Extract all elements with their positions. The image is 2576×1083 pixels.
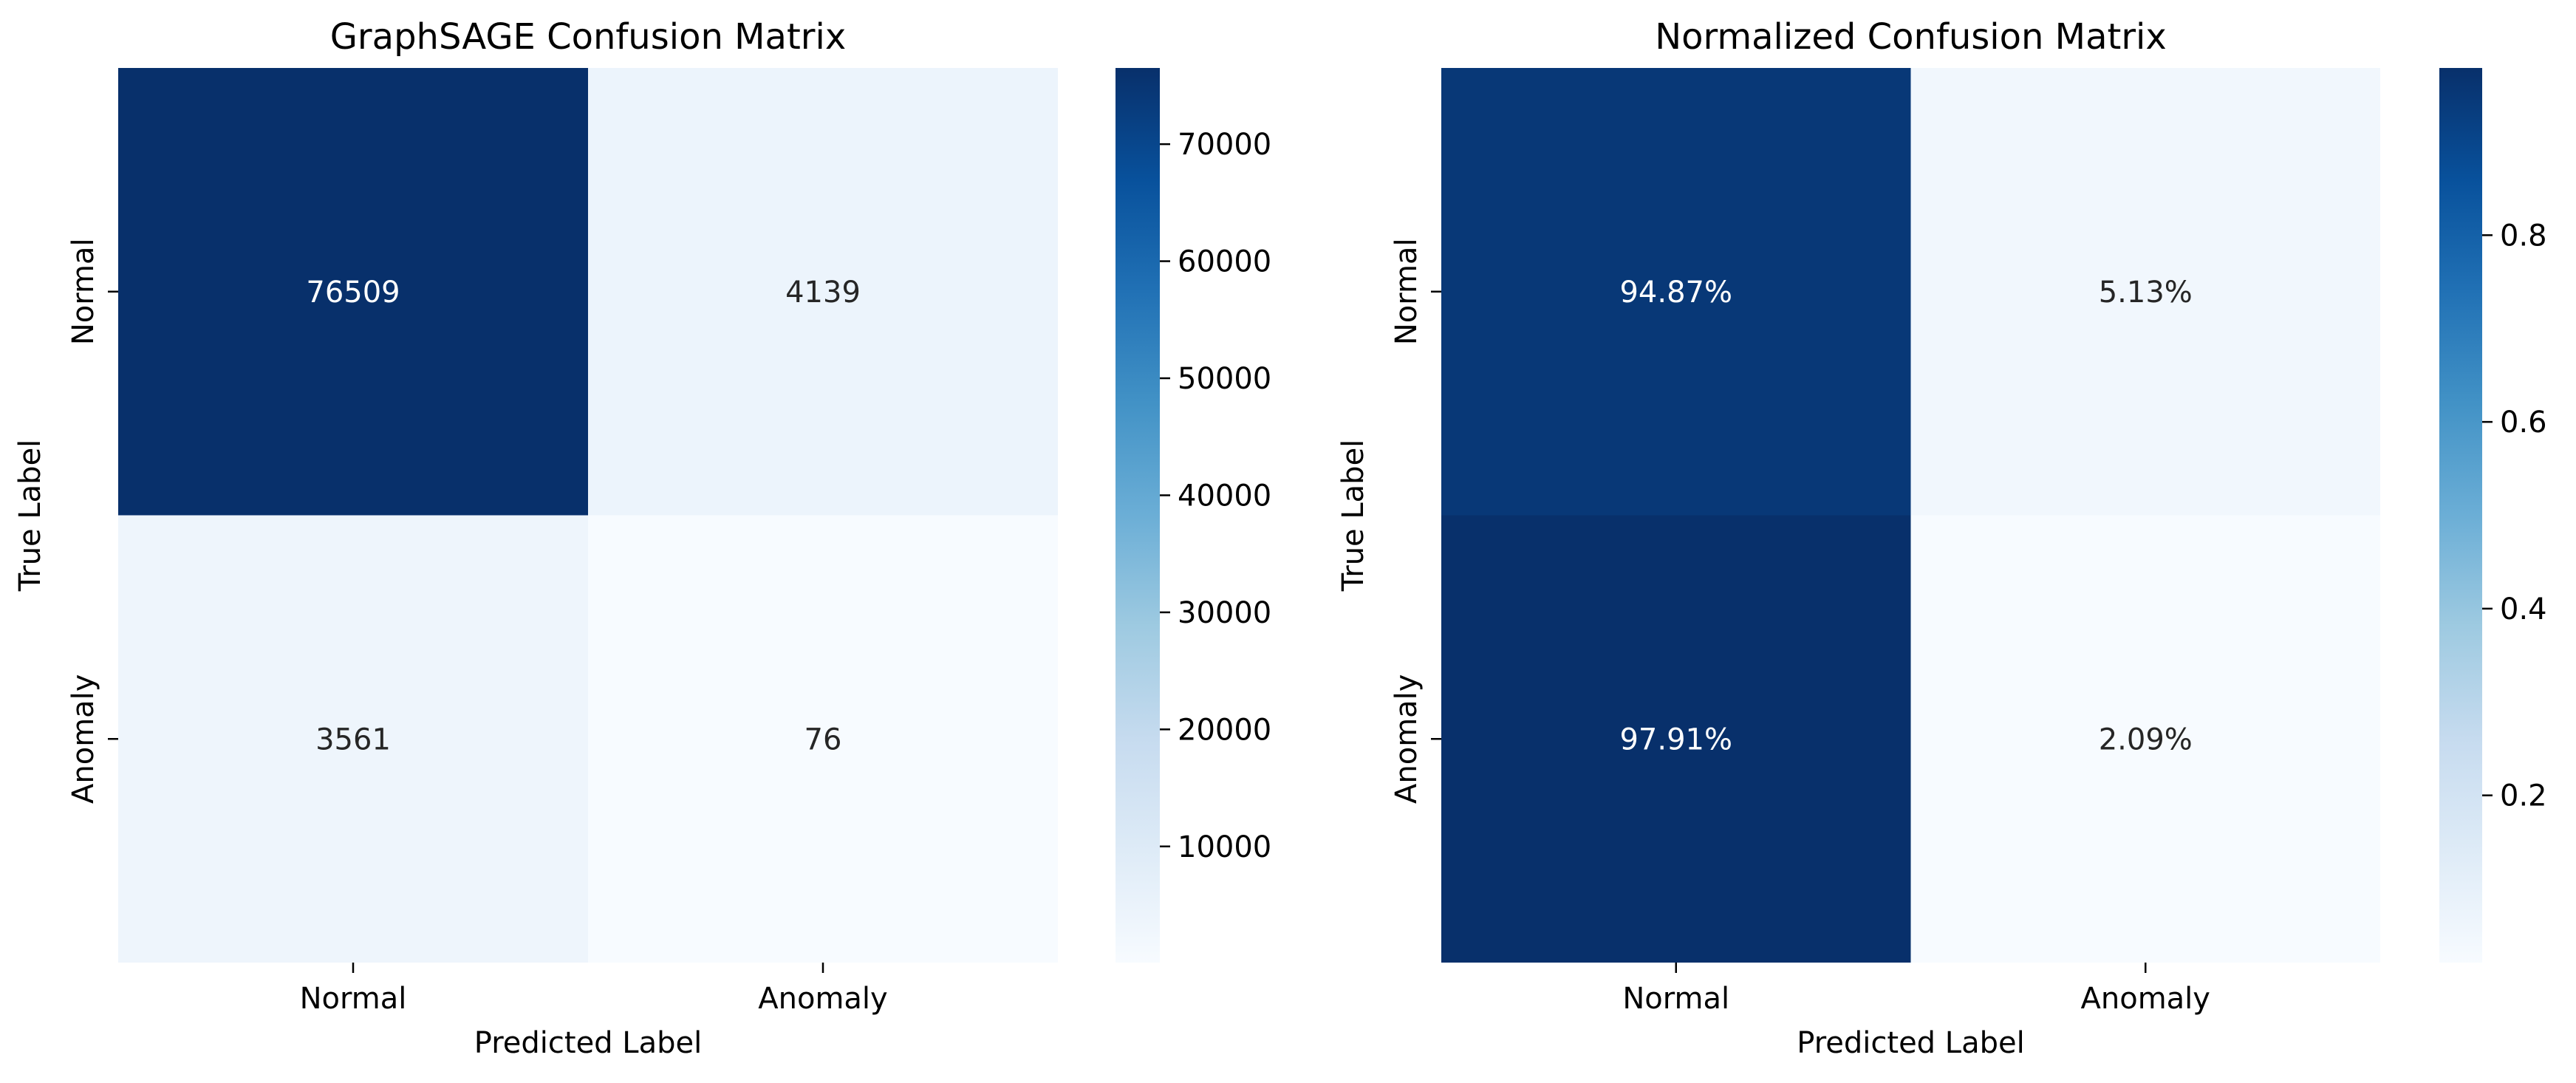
cell-label-r0-c0: 94.87% <box>1619 276 1732 310</box>
heatmap-cell-r1-c1 <box>1910 515 2380 963</box>
colorbar-tick-label: 50000 <box>1178 362 1271 396</box>
cell-label-r0-c1: 5.13% <box>2099 276 2193 310</box>
colorbar <box>1116 68 1160 963</box>
x-axis-label: Predicted Label <box>1797 1026 2024 1060</box>
x-tick-label: Anomaly <box>2081 982 2210 1016</box>
cell-label-r1-c0: 97.91% <box>1619 722 1732 756</box>
cell-label-r0-c1: 4139 <box>785 276 861 310</box>
colorbar-tick-label: 60000 <box>1178 245 1271 279</box>
colorbar-tick-label: 10000 <box>1178 830 1271 864</box>
heatmap-cell-r1-c1 <box>588 515 1058 963</box>
y-axis-label: True Label <box>1336 440 1370 592</box>
x-tick-label: Normal <box>1622 982 1729 1016</box>
y-axis-label: True Label <box>13 440 47 592</box>
colorbar <box>2439 68 2482 963</box>
cell-label-r1-c1: 76 <box>804 722 842 756</box>
colorbar-tick-label: 0.8 <box>2500 219 2547 253</box>
x-tick-label: Anomaly <box>758 982 887 1016</box>
heatmap-panel-1: GraphSAGE Confusion Matrix 76509 4139 3561 7… <box>13 16 1271 1060</box>
heatmap-panel-2: Normalized Confusion Matrix 94.87% 5.13% 97… <box>1336 16 2547 1060</box>
cell-label-r1-c1: 2.09% <box>2099 722 2193 756</box>
cell-label-r1-c0: 3561 <box>315 722 391 756</box>
heatmap-cell-r0-c1 <box>588 68 1058 516</box>
colorbar-tick-label: 0.6 <box>2500 406 2547 440</box>
heatmap-cell-r0-c0 <box>1441 68 1911 516</box>
colorbar-tick-label: 0.4 <box>2500 592 2547 626</box>
chart-title: Normalized Confusion Matrix <box>1655 16 2167 58</box>
colorbar-tick-label: 0.2 <box>2500 779 2547 813</box>
x-tick-label: Normal <box>300 982 407 1016</box>
heatmap-cell-r1-c0 <box>1441 515 1911 963</box>
y-tick-label: Anomaly <box>66 674 100 804</box>
heatmap-cell-r1-c0 <box>118 515 588 963</box>
cell-label-r0-c0: 76509 <box>306 276 400 310</box>
heatmap-cell-r0-c1 <box>1910 68 2380 516</box>
colorbar-tick-label: 20000 <box>1178 713 1271 747</box>
colorbar-tick-label: 30000 <box>1178 596 1271 630</box>
heatmap-cell-r0-c0 <box>118 68 588 516</box>
y-tick-label: Normal <box>1390 238 1424 345</box>
colorbar-tick-label: 70000 <box>1178 128 1271 162</box>
y-tick-label: Normal <box>66 238 100 345</box>
chart-title: GraphSAGE Confusion Matrix <box>330 16 847 58</box>
x-axis-label: Predicted Label <box>474 1026 702 1060</box>
colorbar-tick-label: 40000 <box>1178 479 1271 513</box>
y-tick-label: Anomaly <box>1390 674 1424 804</box>
